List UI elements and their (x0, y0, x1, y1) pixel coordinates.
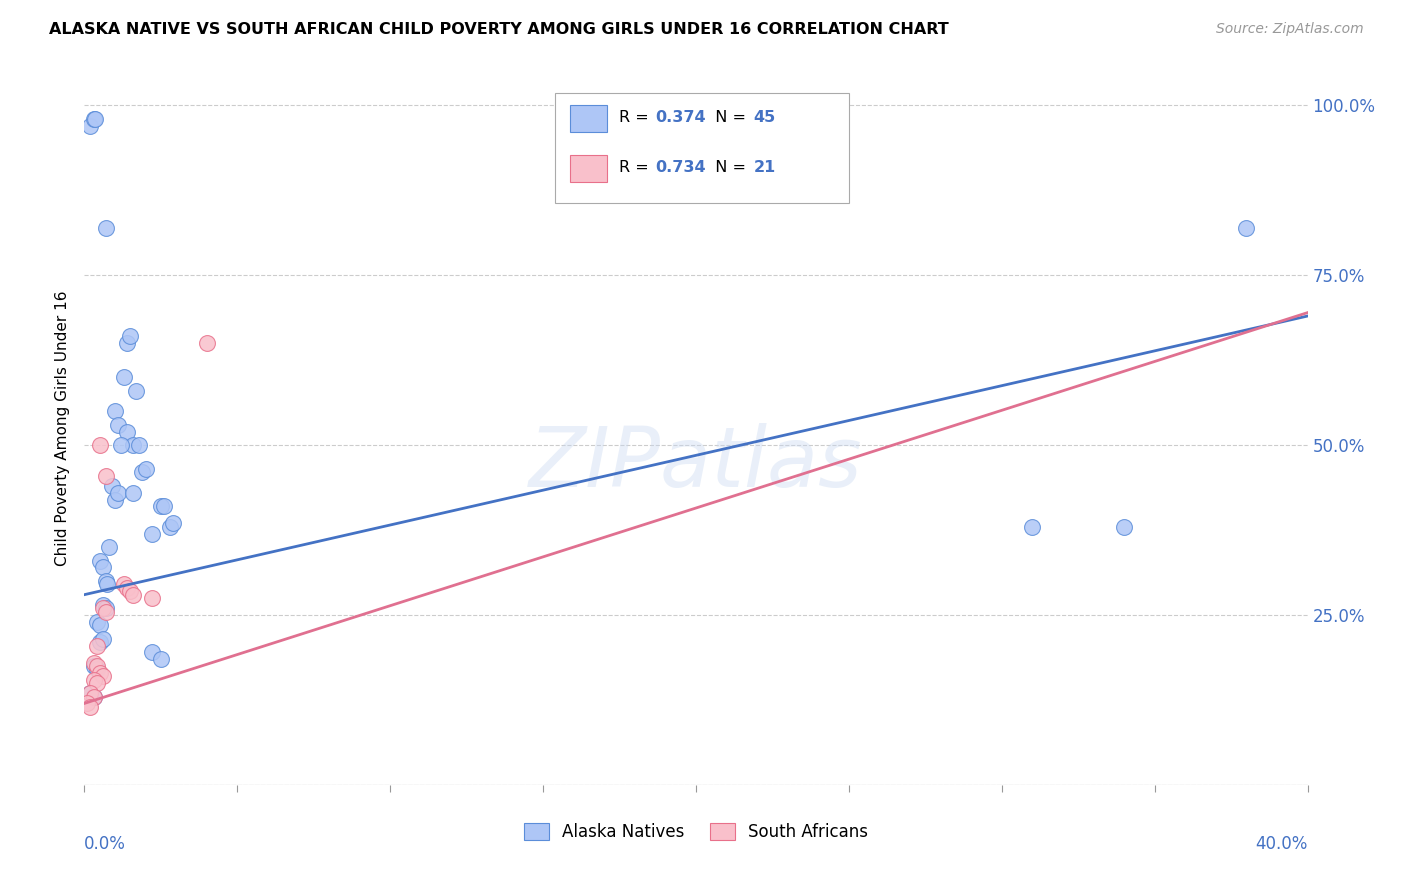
Text: R =: R = (619, 110, 654, 125)
Point (86, 676, 108, 690)
Text: ZIPatlas: ZIPatlas (529, 424, 863, 504)
Text: 40.0%: 40.0% (1256, 835, 1308, 853)
Point (107, 485, 129, 500)
Text: N =: N = (704, 110, 751, 125)
Point (79, 119, 101, 133)
Point (94, 601, 117, 615)
Point (110, 438, 132, 452)
Point (86, 639, 108, 653)
Point (91, 669, 114, 683)
FancyBboxPatch shape (555, 93, 849, 203)
Point (125, 384, 148, 398)
Point (104, 404, 127, 418)
Point (89, 618, 111, 632)
Point (94, 220, 117, 235)
Legend: Alaska Natives, South Africans: Alaska Natives, South Africans (517, 816, 875, 848)
Point (141, 645, 163, 659)
Text: 0.0%: 0.0% (84, 835, 127, 853)
Point (115, 581, 138, 595)
Point (135, 462, 157, 476)
Point (86, 662, 108, 676)
Point (83, 659, 105, 673)
Point (101, 479, 124, 493)
Point (89, 554, 111, 568)
Point (153, 500, 176, 514)
Point (94, 468, 117, 483)
Point (79, 686, 101, 700)
Text: ALASKA NATIVE VS SOUTH AFRICAN CHILD POVERTY AMONG GIRLS UNDER 16 CORRELATION CH: ALASKA NATIVE VS SOUTH AFRICAN CHILD POV… (49, 22, 949, 37)
Point (141, 591, 163, 605)
Point (97, 540, 120, 554)
FancyBboxPatch shape (569, 155, 606, 182)
Point (115, 336, 138, 351)
Point (91, 560, 114, 574)
Point (107, 417, 129, 432)
Text: 0.734: 0.734 (655, 161, 706, 175)
Point (1021, 519, 1043, 533)
Point (96, 577, 118, 591)
Point (159, 519, 181, 533)
Point (86, 659, 108, 673)
Point (89, 438, 111, 452)
Point (112, 370, 135, 384)
Point (89, 665, 111, 680)
Point (83, 690, 105, 704)
Point (83, 112, 105, 126)
Text: R =: R = (619, 161, 654, 175)
Point (120, 329, 142, 343)
Point (149, 500, 172, 514)
Point (83, 673, 105, 687)
Point (86, 615, 108, 629)
Point (79, 699, 101, 714)
Point (91, 601, 114, 615)
Point (76, 697, 98, 711)
Point (94, 574, 117, 588)
Y-axis label: Child Poverty Among Girls Under 16: Child Poverty Among Girls Under 16 (55, 291, 70, 566)
Point (141, 526, 163, 541)
Point (79, 686, 101, 700)
Point (162, 516, 184, 531)
Point (83, 690, 105, 704)
Point (120, 584, 142, 599)
Text: N =: N = (704, 161, 751, 175)
Point (122, 588, 145, 602)
Point (1236, 220, 1258, 235)
Point (84, 112, 107, 126)
Point (149, 652, 172, 666)
FancyBboxPatch shape (569, 105, 606, 132)
Point (115, 425, 138, 439)
Point (122, 438, 145, 452)
Point (195, 336, 218, 351)
Point (131, 466, 153, 480)
Point (94, 605, 117, 619)
Text: 21: 21 (754, 161, 776, 175)
Point (83, 656, 105, 670)
Point (104, 492, 127, 507)
Point (89, 635, 111, 649)
Point (1114, 519, 1136, 533)
Point (112, 577, 135, 591)
Point (91, 632, 114, 646)
Point (122, 485, 145, 500)
Text: 0.374: 0.374 (655, 110, 706, 125)
Point (91, 598, 114, 612)
Text: 45: 45 (754, 110, 776, 125)
Point (128, 438, 150, 452)
Text: Source: ZipAtlas.com: Source: ZipAtlas.com (1216, 22, 1364, 37)
